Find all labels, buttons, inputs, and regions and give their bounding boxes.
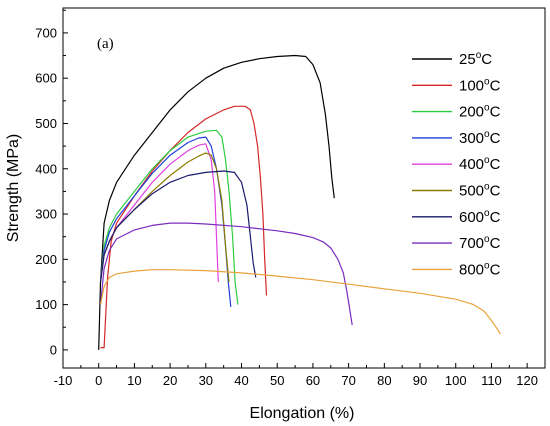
legend-label: 300oC: [459, 129, 501, 147]
x-tick-label: 10: [127, 373, 141, 388]
x-tick-label: 90: [413, 373, 427, 388]
x-tick-label: 80: [377, 373, 391, 388]
x-tick-label: -10: [54, 373, 73, 388]
series-line-600: [99, 170, 257, 283]
legend-label: 700oC: [459, 234, 501, 252]
y-tick-label: 400: [35, 161, 57, 176]
legend-label: 200oC: [459, 103, 501, 121]
plot-frame: [62, 7, 546, 369]
series-line-700: [99, 222, 353, 326]
legend-label: 500oC: [459, 182, 501, 200]
x-tick-label: 0: [95, 373, 102, 388]
legend: 25oC 100oC 200oC 300oC 400oC 500oC 600oC 700oC 8…: [412, 50, 501, 278]
y-tick-label: 0: [50, 342, 57, 357]
x-tick-label: 60: [306, 373, 320, 388]
series-line-800: [99, 269, 501, 335]
y-tick-label: 700: [35, 25, 57, 40]
x-axis-label: Elongation (%): [250, 405, 355, 422]
legend-label: 25oC: [459, 50, 492, 68]
x-tick-label: 110: [481, 373, 502, 388]
series-line-25: [98, 54, 335, 350]
y-tick-label: 200: [35, 252, 57, 267]
series-line-100: [100, 105, 268, 349]
legend-label: 600oC: [459, 208, 501, 226]
x-tick-label: 120: [516, 373, 538, 388]
x-tick-label: 40: [234, 373, 248, 388]
y-tick-label: 100: [35, 297, 57, 312]
y-tick-label: 300: [35, 207, 57, 222]
y-axis-label: Strength (MPa): [5, 134, 22, 242]
legend-label: 400oC: [459, 155, 501, 173]
x-tick-label: 100: [445, 373, 467, 388]
x-tick-label: 50: [270, 373, 284, 388]
legend-label: 100oC: [459, 76, 501, 94]
y-tick-label: 500: [35, 116, 57, 131]
panel-label: (a): [97, 36, 114, 52]
legend-label: 800oC: [459, 260, 501, 278]
y-axis-ticks: 0 100 200 300 400 500 600 700: [35, 9, 68, 357]
x-axis-ticks: -10 0 10 20 30 40 50 60 70 80 90 100 110 120: [54, 363, 538, 388]
x-tick-label: 70: [341, 373, 355, 388]
y-tick-label: 600: [35, 71, 57, 86]
x-tick-label: 20: [163, 373, 177, 388]
x-tick-label: 30: [199, 373, 213, 388]
series-layer: [98, 54, 501, 350]
series-line-200: [99, 129, 239, 305]
